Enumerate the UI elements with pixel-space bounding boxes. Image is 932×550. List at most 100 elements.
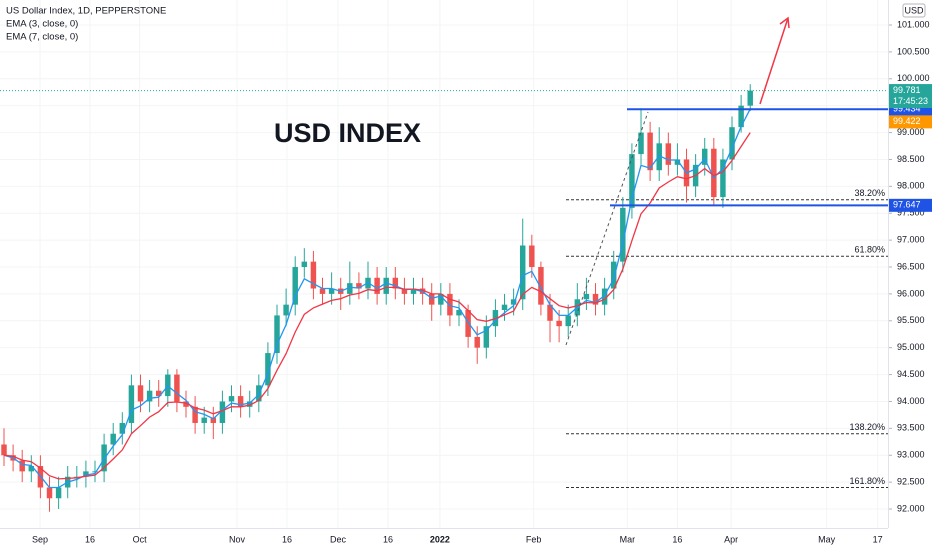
level-badge xyxy=(889,198,932,212)
candle-body xyxy=(556,320,562,327)
y-tick-label: 96.000 xyxy=(897,288,925,298)
candle-body xyxy=(128,385,135,423)
countdown: 17:45:23 xyxy=(893,96,928,106)
fib-label: 61.80% xyxy=(854,245,885,255)
candle-body xyxy=(401,288,408,294)
candle-body xyxy=(201,417,207,423)
x-tick-label: 2022 xyxy=(430,534,450,544)
x-tick-label: Feb xyxy=(526,534,542,544)
candle-body xyxy=(447,293,453,316)
y-tick-label: 92.500 xyxy=(897,477,925,487)
candle-body xyxy=(46,487,53,499)
y-tick-label: 98.000 xyxy=(897,181,925,191)
candle-body xyxy=(483,326,490,348)
trend-line xyxy=(565,111,649,346)
y-tick-label: 97.500 xyxy=(897,208,925,218)
x-tick-label: 16 xyxy=(282,534,292,544)
candle-body xyxy=(610,261,617,289)
candle-body xyxy=(638,132,644,155)
x-tick-label: Mar xyxy=(620,534,636,544)
level-badge-label: 99.434 xyxy=(893,104,921,114)
ema-line xyxy=(3,108,751,489)
candle-body xyxy=(747,90,753,106)
y-tick-label: 98.500 xyxy=(897,154,925,164)
arrow-head xyxy=(779,16,790,29)
candle-body xyxy=(665,143,672,165)
candle-body xyxy=(519,245,526,300)
x-tick-label: 16 xyxy=(383,534,393,544)
x-tick-label: 16 xyxy=(85,534,95,544)
y-tick-label: 94.500 xyxy=(897,369,925,379)
candle-body xyxy=(720,159,726,198)
candle-body xyxy=(529,245,535,268)
last-price-label: 99.781 xyxy=(893,85,921,95)
legend-entry: EMA (7, close, 0) xyxy=(6,32,78,43)
candle-body xyxy=(565,315,571,327)
y-tick-label: 99.000 xyxy=(897,127,925,137)
candle-body xyxy=(146,390,153,402)
x-tick-label: Apr xyxy=(724,534,738,544)
candle-body xyxy=(92,471,98,473)
candle-body xyxy=(729,127,735,160)
candle-body xyxy=(192,406,198,423)
last-price-badge xyxy=(889,84,932,109)
y-tick-label: 96.500 xyxy=(897,261,925,271)
candle-body xyxy=(583,293,590,300)
x-tick-label: May xyxy=(818,534,836,544)
candle-body xyxy=(55,487,62,499)
x-tick-label: Dec xyxy=(330,534,347,544)
candle-body xyxy=(137,385,144,402)
candle-body xyxy=(347,283,353,294)
candle-body xyxy=(219,401,226,423)
y-tick-label: 97.000 xyxy=(897,234,925,244)
y-tick-label: 95.500 xyxy=(897,315,925,325)
candle-body xyxy=(711,148,717,198)
y-tick-label: 100.500 xyxy=(897,46,930,56)
candle-body xyxy=(119,422,126,434)
candle-body xyxy=(301,261,308,268)
y-tick-label: 100.000 xyxy=(897,73,930,83)
y-tick-label: 92.000 xyxy=(897,503,925,513)
candle-body xyxy=(83,471,89,477)
candle-body xyxy=(356,283,362,289)
y-tick-label: 94.000 xyxy=(897,396,925,406)
candle-body xyxy=(283,304,289,316)
candle-body xyxy=(428,293,435,305)
candle-body xyxy=(410,288,417,294)
candle-body xyxy=(274,315,280,354)
ema-badge-label: 99.422 xyxy=(893,116,921,126)
candle-body xyxy=(228,396,235,402)
candle-body xyxy=(174,374,180,402)
plot xyxy=(0,0,888,528)
candle-body xyxy=(183,401,189,407)
annotation: USD INDEX xyxy=(274,118,421,148)
candle-body xyxy=(538,267,544,305)
chart-title: US Dollar Index, 1D, PEPPERSTONE xyxy=(6,6,166,17)
candle-body xyxy=(319,288,326,294)
x-tick-label: 17 xyxy=(873,534,883,544)
currency: USD xyxy=(904,5,924,15)
fib-label: 161.80% xyxy=(849,476,885,486)
candle-body xyxy=(474,336,480,348)
y-tick-label: 93.000 xyxy=(897,450,925,460)
ema-badge xyxy=(889,115,932,129)
candle-body xyxy=(383,277,389,294)
candle-body xyxy=(1,444,7,456)
x-tick-label: Sep xyxy=(32,534,48,544)
candle-body xyxy=(738,105,744,128)
candle-body xyxy=(310,261,317,289)
candle-body xyxy=(456,310,462,316)
y-tick-label: 101.000 xyxy=(897,19,930,29)
candle-body xyxy=(28,465,35,472)
currency-box xyxy=(902,3,926,18)
candle-body xyxy=(674,159,681,165)
candle-body xyxy=(629,154,635,208)
candle-body xyxy=(246,401,253,407)
y-tick-label: 95.000 xyxy=(897,342,925,352)
candle-body xyxy=(547,304,553,321)
x-tick-label: Oct xyxy=(133,534,148,544)
candle-body xyxy=(19,460,25,472)
y-tick-label: 93.500 xyxy=(897,423,925,433)
legend-entry: EMA (3, close, 0) xyxy=(6,19,78,30)
candle-body xyxy=(647,132,653,171)
